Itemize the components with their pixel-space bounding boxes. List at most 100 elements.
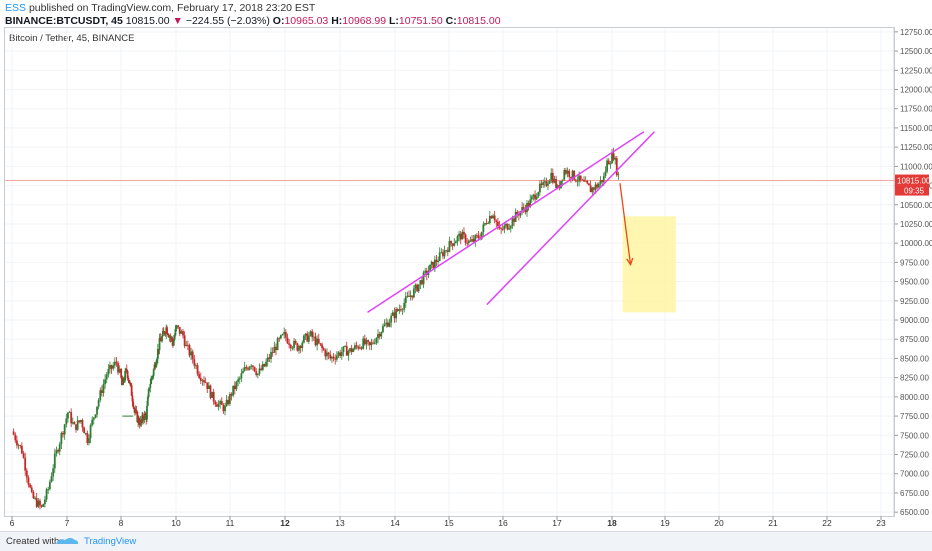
candle-body xyxy=(149,384,152,388)
candle-body xyxy=(422,272,425,285)
x-tick-label: 14 xyxy=(390,518,400,528)
candle-body xyxy=(109,365,111,370)
candle-body xyxy=(219,401,222,404)
change-arrow-icon: ▼ xyxy=(172,15,183,27)
candle-body xyxy=(360,347,363,349)
candle-body xyxy=(534,194,536,200)
price-chart[interactable]: 6500.00 6750.00 7000.00 7250.00 7500.00 7750.… xyxy=(0,0,932,531)
x-tick-label: 18 xyxy=(607,518,617,528)
candle-body xyxy=(263,363,266,367)
candle-body xyxy=(58,443,61,452)
candle-body xyxy=(501,228,504,230)
candle-body xyxy=(104,379,107,385)
candle-body xyxy=(141,415,144,423)
candle-body xyxy=(195,365,197,367)
candle-body xyxy=(500,228,503,230)
candle-body xyxy=(216,404,218,407)
y-tick-label: 12750.00 xyxy=(900,28,932,37)
candle-body xyxy=(488,216,491,224)
candle-body xyxy=(237,379,240,382)
candle-body xyxy=(212,391,215,402)
candle-body xyxy=(143,413,146,420)
candle-body xyxy=(319,343,322,345)
candle-body xyxy=(22,453,25,458)
candle-body xyxy=(265,361,267,367)
candle-body xyxy=(37,500,40,507)
candle-body xyxy=(196,365,199,375)
candle-body xyxy=(411,295,414,298)
candle-body xyxy=(102,384,105,393)
candle-body xyxy=(301,342,304,349)
candle-body xyxy=(382,326,384,333)
candle-body xyxy=(446,250,449,252)
candle-body xyxy=(482,224,485,232)
tradingview-link[interactable]: TradingView xyxy=(84,536,137,547)
y-tick-label: 6750.00 xyxy=(900,489,929,498)
countdown-tag xyxy=(895,185,929,196)
candle-body xyxy=(279,335,282,339)
candle-body xyxy=(604,171,607,176)
candle-body xyxy=(344,346,346,347)
candle-body xyxy=(303,335,305,343)
candle-body xyxy=(47,489,50,490)
candle-body xyxy=(112,365,115,369)
candle-body xyxy=(12,431,15,435)
candle-body xyxy=(161,336,163,342)
candle-body xyxy=(386,322,389,327)
candle-body xyxy=(132,401,135,408)
candle-body xyxy=(127,377,130,381)
candle-body xyxy=(454,241,457,244)
candle-body xyxy=(107,369,110,375)
candle-body xyxy=(166,327,168,334)
annotation-layer xyxy=(622,216,676,313)
candle-body xyxy=(404,296,407,303)
candle-body xyxy=(110,365,113,369)
candle-body xyxy=(508,228,511,230)
candle-body xyxy=(429,264,431,271)
candles-layer xyxy=(12,147,620,510)
candle-body xyxy=(380,332,383,337)
candle-body xyxy=(535,196,538,200)
candle-body xyxy=(516,211,519,215)
candle-body xyxy=(175,325,178,329)
candle-body xyxy=(388,322,391,327)
candle-body xyxy=(177,325,180,328)
low-label: L: xyxy=(389,15,399,27)
candle-body xyxy=(255,371,258,375)
candle-body xyxy=(252,365,254,367)
candle-body xyxy=(76,420,79,430)
candle-body xyxy=(24,457,27,471)
candle-body xyxy=(191,351,194,360)
candle-body xyxy=(469,240,472,242)
candle-body xyxy=(466,242,469,244)
candle-body xyxy=(511,218,514,226)
y-tick-label: 9750.00 xyxy=(900,258,929,267)
candle-body xyxy=(311,331,314,338)
candle-body xyxy=(485,223,488,224)
candle-body xyxy=(474,235,477,242)
y-tick-label: 8500.00 xyxy=(900,354,929,363)
publisher-link[interactable]: ESS xyxy=(5,2,27,14)
candle-body xyxy=(271,352,274,353)
candle-body xyxy=(342,346,345,353)
candle-body xyxy=(198,374,201,378)
y-tick-label: 9000.00 xyxy=(900,316,929,325)
candle-body xyxy=(433,259,436,269)
candle-body xyxy=(372,342,374,344)
candle-body xyxy=(293,340,295,348)
candle-body xyxy=(550,172,553,181)
x-tick-label: 6 xyxy=(10,518,15,528)
tradingview-logo-icon xyxy=(56,538,79,544)
candle-body xyxy=(81,420,84,428)
candle-body xyxy=(230,393,233,396)
candle-body xyxy=(314,336,317,346)
candle-body xyxy=(14,434,17,441)
candle-body xyxy=(289,344,292,349)
candle-body xyxy=(151,375,154,378)
candle-body xyxy=(363,338,366,345)
high-value: 10968.99 xyxy=(342,15,387,27)
candle-body xyxy=(416,284,418,292)
y-tick-label: 8750.00 xyxy=(900,335,929,344)
candle-body xyxy=(451,243,454,246)
candle-body xyxy=(576,181,579,183)
